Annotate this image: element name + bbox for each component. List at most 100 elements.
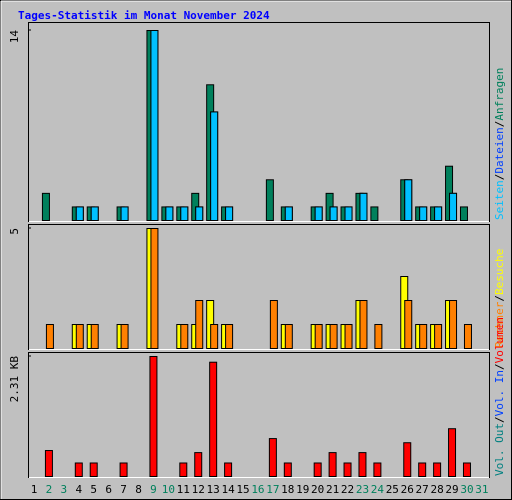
legend: Vol. Out/Vol. In/Volumen: [493, 317, 506, 476]
bar: [265, 179, 274, 222]
bar: [374, 324, 383, 349]
bar: [90, 324, 99, 349]
bar: [45, 324, 54, 349]
bar: [180, 206, 189, 222]
x-tick-label: 15: [236, 483, 249, 496]
legend-entry: Rechner: [493, 301, 506, 348]
x-tick-label: 26: [401, 483, 414, 496]
legend: Seiten/Dateien/Anfragen: [493, 68, 506, 220]
x-tick-label: 18: [281, 483, 294, 496]
bar: [120, 206, 129, 222]
legend-entry: Seiten: [493, 180, 506, 220]
legend-separator: /: [493, 174, 506, 181]
bar: [150, 228, 159, 349]
legend-separator: /: [493, 295, 506, 302]
x-tick-label: 8: [135, 483, 142, 496]
bar: [74, 462, 83, 477]
bar: [418, 462, 427, 477]
x-tick-label: 4: [75, 483, 82, 496]
x-tick-label: 1: [31, 483, 38, 496]
x-tick-label: 16: [251, 483, 264, 496]
x-tick-label: 3: [61, 483, 68, 496]
x-tick-label: 23: [356, 483, 369, 496]
bar: [449, 192, 458, 222]
bar: [225, 206, 234, 222]
bar: [449, 300, 458, 349]
bar: [373, 462, 382, 477]
bar: [209, 361, 218, 478]
bar: [419, 206, 428, 222]
x-tick-label: 30: [460, 483, 473, 496]
x-tick-label: 9: [150, 483, 157, 496]
bar: [268, 438, 277, 477]
bar: [344, 324, 353, 349]
legend-entry: Besuche: [493, 249, 506, 295]
bar: [314, 324, 323, 349]
bar: [150, 30, 159, 221]
bar: [434, 206, 443, 222]
legend-entry: Vol. Out: [493, 423, 506, 476]
bar: [433, 462, 442, 477]
bar: [195, 300, 204, 349]
bar: [224, 462, 233, 477]
bar: [328, 452, 337, 477]
legend-entry: Dateien: [493, 127, 506, 173]
legend-entry: Volumen: [493, 317, 506, 363]
bar: [358, 452, 367, 477]
legend-entry: Vol. In: [493, 370, 506, 416]
bar: [343, 462, 352, 477]
bar: [344, 206, 353, 222]
bar: [269, 300, 278, 349]
bar: [120, 324, 129, 349]
bar: [149, 356, 158, 477]
y-tick-label: 2.31 KB: [8, 356, 21, 403]
bar: [359, 192, 368, 222]
x-tick-label: 27: [416, 483, 429, 496]
x-tick-label: 17: [266, 483, 279, 496]
legend-separator: /: [493, 121, 506, 128]
bar: [462, 462, 471, 477]
x-tick-label: 21: [326, 483, 339, 496]
bar: [195, 206, 204, 222]
x-tick-label: 6: [105, 483, 112, 496]
bar: [119, 462, 128, 477]
bar: [284, 324, 293, 349]
bar: [165, 206, 174, 222]
x-tick-label: 31: [475, 483, 488, 496]
bar: [179, 462, 188, 477]
x-tick-label: 19: [296, 483, 309, 496]
x-tick-label: 13: [207, 483, 220, 496]
x-tick-label: 11: [177, 483, 190, 496]
bar: [75, 206, 84, 222]
bar: [225, 324, 234, 349]
y-tick-label: 14: [8, 30, 21, 44]
x-tick-label: 2: [46, 483, 53, 496]
x-tick-label: 24: [371, 483, 385, 496]
legend: Rechner/Besuche: [493, 249, 506, 348]
bar: [404, 300, 413, 349]
x-tick-label: 12: [192, 483, 205, 496]
bar: [434, 324, 443, 349]
bar: [284, 206, 293, 222]
bar: [403, 442, 412, 477]
bar: [329, 324, 338, 349]
x-tick-label: 10: [162, 483, 175, 496]
x-tick-label: 7: [120, 483, 127, 496]
bar: [419, 324, 428, 349]
bar: [448, 428, 457, 477]
y-tick-label: 5: [8, 228, 21, 235]
bar: [180, 324, 189, 349]
bar: [329, 206, 338, 222]
bar: [194, 452, 203, 477]
bar: [283, 462, 292, 477]
bar: [370, 206, 379, 222]
bar: [210, 111, 219, 221]
bar: [41, 192, 50, 222]
bar: [210, 324, 219, 349]
bar: [90, 206, 99, 222]
bar: [463, 324, 472, 349]
bar: [313, 462, 322, 477]
x-tick-label: 28: [430, 483, 443, 496]
